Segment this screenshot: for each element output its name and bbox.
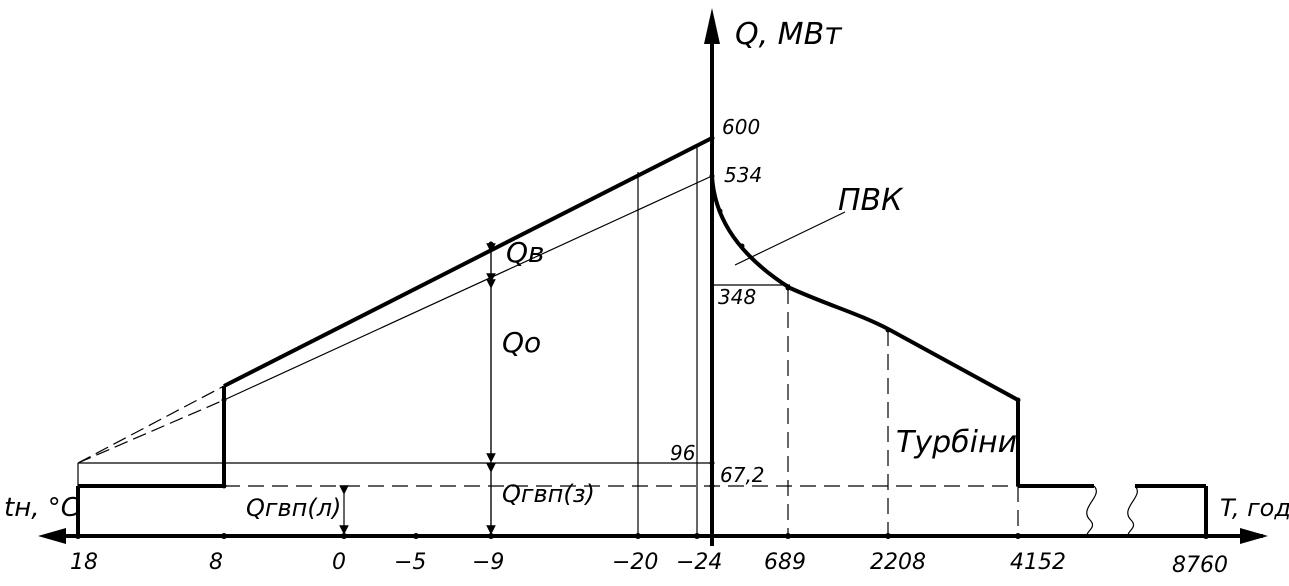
- y-axis-arrow: [704, 8, 720, 44]
- axis-point: [341, 533, 347, 539]
- point: [709, 173, 715, 179]
- tick-label-8760: 8760: [1172, 553, 1228, 578]
- axis-point: [1015, 533, 1021, 539]
- point: [709, 483, 715, 489]
- axis-point: [785, 533, 791, 539]
- label-qo: Qо: [502, 326, 541, 359]
- point: [221, 483, 227, 489]
- label-turbines: Турбіни: [896, 425, 1017, 460]
- tick-label-0: 0: [332, 550, 346, 575]
- tick-label-8: 8: [209, 550, 223, 575]
- label-qgvp-z: Qгвп(з): [502, 480, 595, 508]
- label-534: 534: [724, 163, 762, 187]
- left-axis-label: tн, °C: [4, 493, 80, 523]
- tick-label-minus20: −20: [612, 550, 658, 575]
- axis-point: [885, 533, 891, 539]
- point: [709, 135, 715, 141]
- point: [488, 241, 494, 247]
- axis-point: [75, 533, 81, 539]
- point: [1015, 397, 1021, 403]
- label-qv: Qв: [506, 236, 545, 269]
- point: [785, 285, 791, 291]
- tick-label-4152: 4152: [1010, 550, 1066, 575]
- total-heat-line: [223, 136, 713, 388]
- tick-label-689: 689: [764, 550, 806, 575]
- label-96: 96: [670, 441, 695, 465]
- axis-point: [694, 533, 700, 539]
- right-axis-label: T, год: [1220, 494, 1289, 522]
- point: [709, 460, 715, 466]
- label-pvk: ПВК: [838, 183, 904, 218]
- tick-label-minus24: −24: [676, 550, 722, 575]
- label-67-2: 67,2: [720, 463, 765, 487]
- y-axis-label: Q, МВт: [735, 17, 843, 52]
- pvk-leader: [734, 211, 846, 266]
- break-mark-2: [1127, 485, 1138, 537]
- tick-label-minus5: −5: [394, 550, 426, 575]
- axis-point: [635, 533, 641, 539]
- heating-extrapolation: [77, 399, 225, 464]
- x-axis-right-arrow: [1240, 528, 1268, 544]
- label-348: 348: [718, 285, 756, 309]
- break-mark-1: [1086, 485, 1097, 537]
- label-qgvp-l: Qгвп(л): [246, 494, 341, 522]
- point: [739, 243, 745, 249]
- axis-point: [221, 533, 227, 539]
- heating-line: [223, 175, 713, 401]
- label-600: 600: [722, 115, 760, 139]
- x-axis-left-arrow: [38, 528, 66, 544]
- point: [221, 397, 227, 403]
- axis-point: [413, 533, 419, 539]
- point: [885, 327, 891, 333]
- total-heat-extrapolation: [77, 385, 225, 464]
- tick-label-minus9: −9: [472, 550, 504, 575]
- axis-point: [488, 533, 494, 539]
- axis-point: [1203, 533, 1209, 539]
- tick-label-2208: 2208: [870, 550, 926, 575]
- tick-label-18: 18: [70, 550, 98, 575]
- point: [717, 208, 723, 214]
